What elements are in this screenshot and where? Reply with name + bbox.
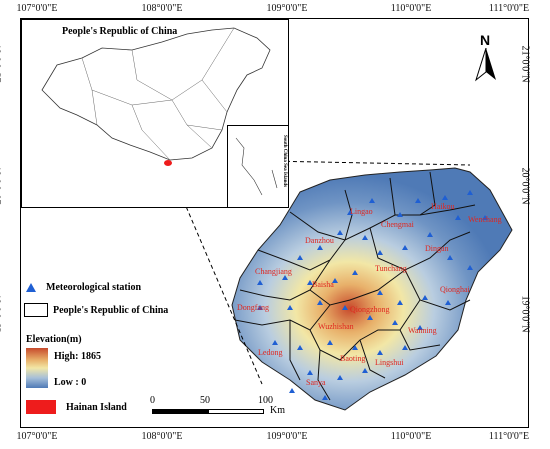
city-haikou: Haikou [431,202,455,211]
lon-tick-109-bottom: 109°0'0"E [266,431,308,442]
legend-high: High: 1865 [54,351,101,362]
triangle-icon [26,283,36,292]
scale-unit: Km [270,405,285,416]
city-changjiang: Changjiang [255,267,292,276]
elevation-gradient [26,348,48,388]
city-baisha: Baisha [312,280,334,289]
legend-prc: People's Republic of China [24,303,168,317]
city-lingao: Lingao [350,207,373,216]
scale-label-0: 0 [150,395,155,406]
lon-tick-110-top: 110°0'0"E [390,3,432,14]
legend-hainan-label: Hainan Island [66,401,127,413]
legend-station: Meteorological station [26,282,141,293]
city-wanning: Wanning [408,326,437,335]
lon-tick-111-bottom: 111°0'0"E [488,431,530,442]
lon-tick-108-top: 108°0'0"E [141,3,183,14]
city-wuzhishan: Wuzhishan [318,322,354,331]
china-inset-map: People's Republic of China [21,19,289,208]
legend-hainan: Hainan Island [26,400,127,414]
china-outline [41,27,278,196]
south-china-sea-box [227,125,289,208]
lon-tick-107-top: 107°0'0"E [16,3,58,14]
scale-bar: 0 50 100 Km [150,395,300,425]
elevation-colorbar [26,348,48,388]
north-arrow: N [474,32,498,82]
rectangle-icon [24,303,48,317]
city-dingan: Dingan [425,244,449,253]
station-markers [257,190,488,400]
city-qiongzhong: Qiongzhong [350,305,390,314]
county-borders [234,171,476,401]
legend-elevation-title: Elevation(m) [26,334,82,345]
inset-title: People's Republic of China [62,26,178,37]
city-ledong: Ledong [258,348,283,357]
hainan-highlight [164,160,172,166]
city-qionghai: Qionghai [440,285,470,294]
lon-tick-111-top: 111°0'0"E [488,3,530,14]
lon-tick-107-bottom: 107°0'0"E [16,431,58,442]
north-arrow-icon [475,48,496,82]
city-baoting: Baoting [340,354,366,363]
scale-label-100: 100 [258,395,273,406]
city-lingshui: Lingshui [375,358,404,367]
legend-prc-label: People's Republic of China [53,304,169,316]
city-wenchang: Wenchang [468,215,502,224]
city-dongfang: Dongfang [237,303,269,312]
legend-station-label: Meteorological station [46,282,142,293]
scale-label-50: 50 [200,395,210,406]
red-rectangle-icon [26,400,56,414]
north-label: N [480,32,491,48]
city-sanya: Sanya [306,378,326,387]
south-china-sea-label: South China Sea Islands [282,135,287,188]
city-chengmai: Chengmai [381,220,414,229]
lon-tick-109-top: 109°0'0"E [266,3,308,14]
city-tunchang: Tunchang [375,264,407,273]
lon-tick-108-bottom: 108°0'0"E [141,431,183,442]
lon-tick-110-bottom: 110°0'0"E [390,431,432,442]
city-danzhou: Danzhou [305,236,334,245]
legend-low: Low : 0 [54,377,87,388]
